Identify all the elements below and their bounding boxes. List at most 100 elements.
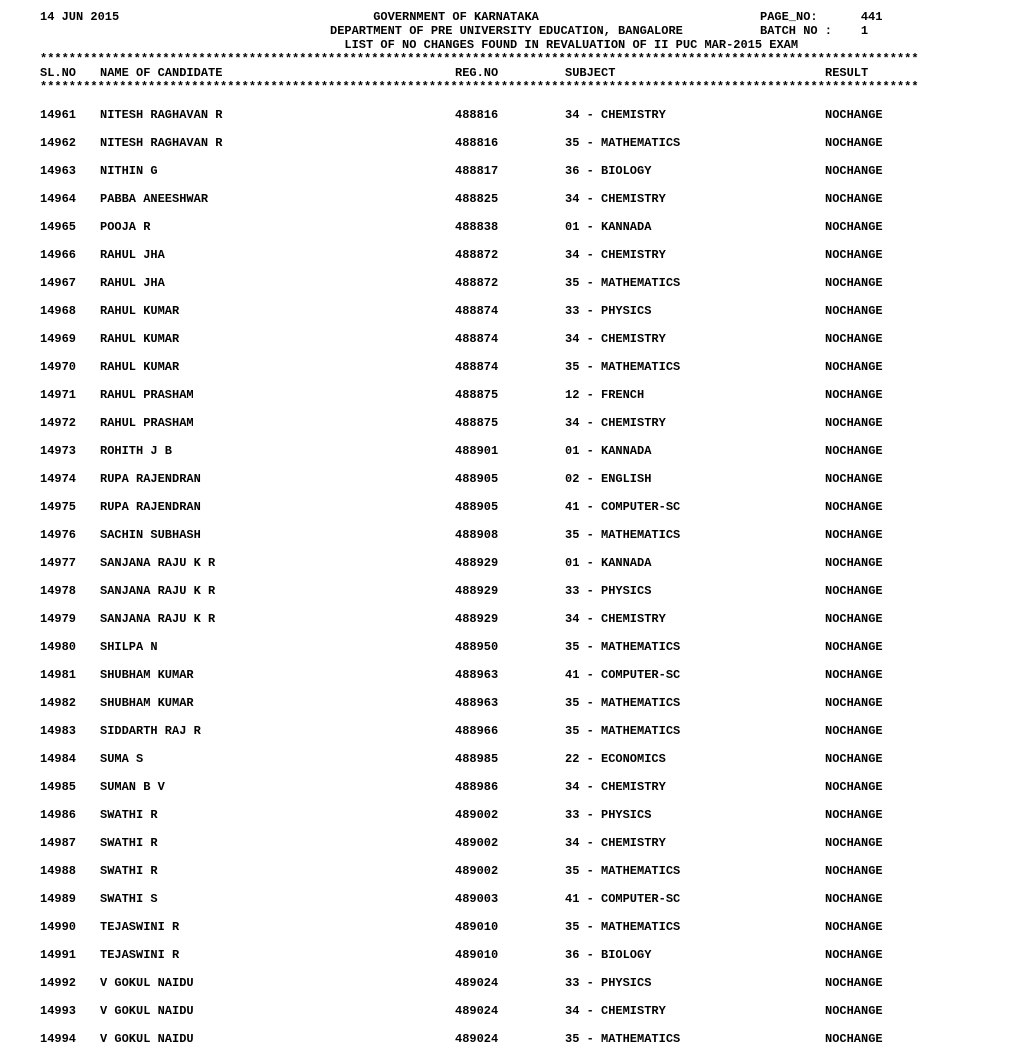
- table-row: 14970RAHUL KUMAR48887435 - MATHEMATICSNO…: [40, 360, 980, 374]
- cell-sl: 14985: [40, 780, 100, 794]
- cell-result: NOCHANGE: [825, 360, 980, 374]
- cell-subj: 35 - MATHEMATICS: [565, 528, 825, 542]
- cell-subj: 01 - KANNADA: [565, 444, 825, 458]
- cell-subj: 35 - MATHEMATICS: [565, 640, 825, 654]
- table-row: 14967RAHUL JHA48887235 - MATHEMATICSNOCH…: [40, 276, 980, 290]
- cell-subj: 33 - PHYSICS: [565, 808, 825, 822]
- cell-name: SUMAN B V: [100, 780, 455, 794]
- cell-result: NOCHANGE: [825, 892, 980, 906]
- table-row: 14976SACHIN SUBHASH48890835 - MATHEMATIC…: [40, 528, 980, 542]
- cell-reg: 489010: [455, 948, 565, 962]
- table-row: 14965POOJA R48883801 - KANNADANOCHANGE: [40, 220, 980, 234]
- cell-name: SHILPA N: [100, 640, 455, 654]
- report-dept: DEPARTMENT OF PRE UNIVERSITY EDUCATION, …: [330, 24, 760, 38]
- table-row: 14992V GOKUL NAIDU48902433 - PHYSICSNOCH…: [40, 976, 980, 990]
- cell-sl: 14961: [40, 108, 100, 122]
- table-row: 14961NITESH RAGHAVAN R48881634 - CHEMIST…: [40, 108, 980, 122]
- cell-name: RAHUL PRASHAM: [100, 416, 455, 430]
- cell-result: NOCHANGE: [825, 612, 980, 626]
- header-line-1: 14 JUN 2015 GOVERNMENT OF KARNATAKA PAGE…: [40, 10, 980, 24]
- cell-name: SIDDARTH RAJ R: [100, 724, 455, 738]
- cell-sl: 14972: [40, 416, 100, 430]
- cell-result: NOCHANGE: [825, 780, 980, 794]
- cell-result: NOCHANGE: [825, 332, 980, 346]
- cell-name: TEJASWINI R: [100, 948, 455, 962]
- cell-name: RAHUL KUMAR: [100, 360, 455, 374]
- report-date: 14 JUN 2015: [40, 10, 330, 24]
- cell-reg: 488874: [455, 304, 565, 318]
- cell-subj: 35 - MATHEMATICS: [565, 276, 825, 290]
- cell-result: NOCHANGE: [825, 388, 980, 402]
- cell-reg: 488908: [455, 528, 565, 542]
- cell-subj: 41 - COMPUTER-SC: [565, 892, 825, 906]
- cell-subj: 01 - KANNADA: [565, 220, 825, 234]
- cell-reg: 489024: [455, 1004, 565, 1018]
- cell-result: NOCHANGE: [825, 920, 980, 934]
- cell-subj: 02 - ENGLISH: [565, 472, 825, 486]
- cell-result: NOCHANGE: [825, 304, 980, 318]
- cell-subj: 36 - BIOLOGY: [565, 948, 825, 962]
- table-row: 14962NITESH RAGHAVAN R48881635 - MATHEMA…: [40, 136, 980, 150]
- cell-sl: 14966: [40, 248, 100, 262]
- cell-sl: 14986: [40, 808, 100, 822]
- cell-sl: 14989: [40, 892, 100, 906]
- cell-subj: 41 - COMPUTER-SC: [565, 500, 825, 514]
- cell-result: NOCHANGE: [825, 668, 980, 682]
- col-sl: SL.NO: [40, 66, 100, 80]
- col-name: NAME OF CANDIDATE: [100, 66, 455, 80]
- cell-result: NOCHANGE: [825, 1004, 980, 1018]
- cell-sl: 14994: [40, 1032, 100, 1046]
- table-row: 14984SUMA S48898522 - ECONOMICSNOCHANGE: [40, 752, 980, 766]
- cell-sl: 14965: [40, 220, 100, 234]
- cell-name: SANJANA RAJU K R: [100, 612, 455, 626]
- cell-reg: 488825: [455, 192, 565, 206]
- cell-sl: 14978: [40, 584, 100, 598]
- table-row: 14990TEJASWINI R48901035 - MATHEMATICSNO…: [40, 920, 980, 934]
- cell-reg: 488816: [455, 108, 565, 122]
- cell-result: NOCHANGE: [825, 696, 980, 710]
- col-reg: REG.NO: [455, 66, 565, 80]
- cell-reg: 489002: [455, 836, 565, 850]
- table-row: 14963NITHIN G48881736 - BIOLOGYNOCHANGE: [40, 164, 980, 178]
- cell-subj: 35 - MATHEMATICS: [565, 696, 825, 710]
- cell-name: RUPA RAJENDRAN: [100, 500, 455, 514]
- cell-name: POOJA R: [100, 220, 455, 234]
- cell-reg: 488950: [455, 640, 565, 654]
- cell-name: SWATHI R: [100, 864, 455, 878]
- report-subtitle: LIST OF NO CHANGES FOUND IN REVALUATION …: [330, 38, 798, 52]
- cell-sl: 14979: [40, 612, 100, 626]
- table-row: 14972RAHUL PRASHAM48887534 - CHEMISTRYNO…: [40, 416, 980, 430]
- cell-sl: 14983: [40, 724, 100, 738]
- report-title: GOVERNMENT OF KARNATAKA: [330, 10, 760, 24]
- cell-sl: 14992: [40, 976, 100, 990]
- table-row: 14982SHUBHAM KUMAR48896335 - MATHEMATICS…: [40, 696, 980, 710]
- cell-sl: 14962: [40, 136, 100, 150]
- cell-reg: 488963: [455, 696, 565, 710]
- cell-subj: 33 - PHYSICS: [565, 584, 825, 598]
- cell-name: V GOKUL NAIDU: [100, 1032, 455, 1046]
- table-row: 14969RAHUL KUMAR48887434 - CHEMISTRYNOCH…: [40, 332, 980, 346]
- cell-sl: 14967: [40, 276, 100, 290]
- cell-subj: 01 - KANNADA: [565, 556, 825, 570]
- cell-subj: 34 - CHEMISTRY: [565, 836, 825, 850]
- cell-name: SHUBHAM KUMAR: [100, 696, 455, 710]
- table-row: 14977SANJANA RAJU K R48892901 - KANNADAN…: [40, 556, 980, 570]
- cell-reg: 488905: [455, 500, 565, 514]
- table-row: 14980SHILPA N48895035 - MATHEMATICSNOCHA…: [40, 640, 980, 654]
- cell-result: NOCHANGE: [825, 584, 980, 598]
- cell-subj: 36 - BIOLOGY: [565, 164, 825, 178]
- cell-sl: 14991: [40, 948, 100, 962]
- cell-result: NOCHANGE: [825, 556, 980, 570]
- cell-result: NOCHANGE: [825, 528, 980, 542]
- cell-name: RAHUL PRASHAM: [100, 388, 455, 402]
- divider-bottom: ****************************************…: [40, 80, 980, 94]
- table-row: 14964PABBA ANEESHWAR48882534 - CHEMISTRY…: [40, 192, 980, 206]
- cell-result: NOCHANGE: [825, 472, 980, 486]
- table-row: 14966RAHUL JHA48887234 - CHEMISTRYNOCHAN…: [40, 248, 980, 262]
- cell-name: RAHUL KUMAR: [100, 332, 455, 346]
- table-row: 14971RAHUL PRASHAM48887512 - FRENCHNOCHA…: [40, 388, 980, 402]
- cell-name: SWATHI R: [100, 808, 455, 822]
- cell-result: NOCHANGE: [825, 276, 980, 290]
- cell-name: V GOKUL NAIDU: [100, 1004, 455, 1018]
- cell-reg: 488929: [455, 612, 565, 626]
